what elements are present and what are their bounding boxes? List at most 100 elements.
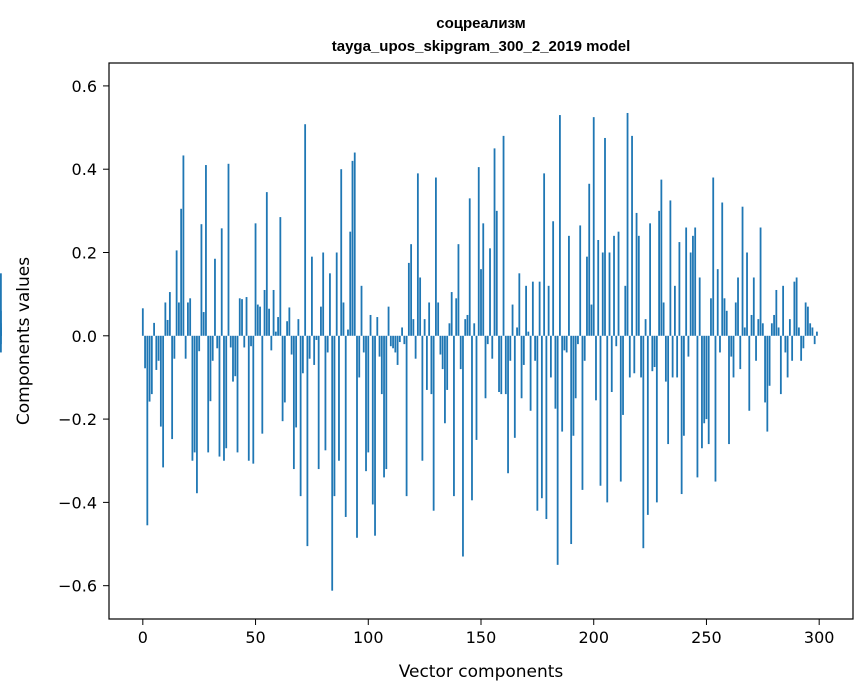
bar bbox=[378, 335, 381, 357]
bar bbox=[141, 308, 144, 336]
bar bbox=[292, 335, 295, 470]
x-axis-label: Vector components bbox=[399, 662, 564, 682]
bar bbox=[335, 252, 338, 336]
bar bbox=[786, 335, 789, 378]
bar bbox=[313, 335, 316, 365]
bar bbox=[784, 335, 787, 353]
bar bbox=[746, 252, 748, 336]
bar bbox=[527, 331, 530, 336]
bar bbox=[486, 335, 489, 345]
bar bbox=[421, 335, 424, 461]
bar bbox=[795, 277, 798, 336]
bar bbox=[441, 335, 444, 370]
bar bbox=[252, 335, 255, 464]
bar bbox=[428, 302, 431, 336]
bar bbox=[223, 335, 225, 461]
bar bbox=[435, 177, 437, 336]
bar bbox=[279, 217, 282, 336]
bar bbox=[689, 252, 692, 336]
bar bbox=[281, 335, 284, 422]
bar bbox=[669, 200, 672, 336]
bar bbox=[326, 335, 329, 353]
bar bbox=[707, 335, 710, 445]
bar bbox=[766, 335, 769, 432]
bar bbox=[329, 273, 331, 336]
bar bbox=[331, 335, 334, 591]
bar bbox=[398, 335, 401, 343]
bar bbox=[809, 323, 812, 336]
bar bbox=[797, 327, 800, 336]
bar bbox=[561, 335, 564, 432]
y-tick-label: −0.4 bbox=[58, 493, 97, 512]
bar bbox=[394, 335, 397, 353]
bar bbox=[376, 317, 379, 336]
bar bbox=[153, 322, 155, 336]
bar bbox=[272, 289, 275, 336]
bar bbox=[232, 335, 234, 382]
bar bbox=[581, 335, 584, 490]
bar bbox=[653, 335, 656, 368]
y-axis-label: Components values bbox=[14, 257, 34, 425]
bar bbox=[719, 335, 721, 353]
bar bbox=[800, 335, 803, 361]
bar bbox=[196, 335, 198, 494]
bar bbox=[362, 335, 365, 353]
y-tick-label: −0.2 bbox=[58, 410, 97, 429]
y-tick-label: 0.6 bbox=[72, 77, 97, 96]
y-tick-label: −0.6 bbox=[58, 577, 97, 596]
bar bbox=[477, 167, 480, 336]
bar bbox=[590, 304, 593, 336]
bar bbox=[480, 269, 482, 336]
bar bbox=[457, 244, 460, 336]
bar bbox=[234, 335, 237, 377]
bar bbox=[171, 335, 174, 440]
bar bbox=[150, 335, 153, 395]
x-tick-label: 50 bbox=[245, 628, 265, 647]
bar bbox=[683, 335, 685, 436]
bar bbox=[507, 335, 509, 474]
bar bbox=[739, 335, 742, 370]
bar bbox=[577, 335, 579, 345]
bar bbox=[254, 223, 257, 336]
bar bbox=[245, 297, 248, 336]
bar bbox=[655, 335, 658, 503]
bar bbox=[315, 335, 318, 340]
bar bbox=[730, 335, 733, 357]
bar bbox=[383, 335, 385, 478]
bar bbox=[0, 273, 2, 336]
bar bbox=[782, 285, 785, 336]
bar bbox=[277, 317, 279, 336]
bar bbox=[425, 335, 428, 390]
bar bbox=[389, 335, 392, 347]
bar bbox=[365, 335, 367, 472]
bar bbox=[714, 335, 717, 482]
bar bbox=[723, 298, 726, 336]
bar bbox=[495, 210, 498, 336]
bar bbox=[658, 210, 661, 336]
bar bbox=[270, 335, 273, 351]
y-tick-label: 0.4 bbox=[72, 160, 97, 179]
bar bbox=[741, 206, 744, 336]
bar bbox=[216, 335, 219, 349]
bar bbox=[568, 235, 570, 336]
bar bbox=[520, 335, 523, 399]
bar bbox=[243, 335, 246, 348]
bar bbox=[250, 335, 252, 347]
bar bbox=[588, 183, 591, 336]
bar bbox=[752, 277, 755, 336]
bar bbox=[459, 335, 462, 370]
bar bbox=[182, 155, 185, 336]
bar bbox=[175, 250, 178, 336]
bar bbox=[687, 335, 690, 357]
bar bbox=[401, 327, 403, 336]
bar bbox=[811, 327, 814, 336]
bar bbox=[162, 335, 165, 468]
bar bbox=[732, 335, 735, 378]
bar bbox=[468, 198, 471, 336]
bar bbox=[489, 248, 491, 336]
bar bbox=[295, 335, 298, 428]
bar bbox=[791, 335, 794, 361]
bar bbox=[444, 335, 446, 424]
bar bbox=[450, 292, 453, 336]
bar bbox=[259, 306, 261, 336]
